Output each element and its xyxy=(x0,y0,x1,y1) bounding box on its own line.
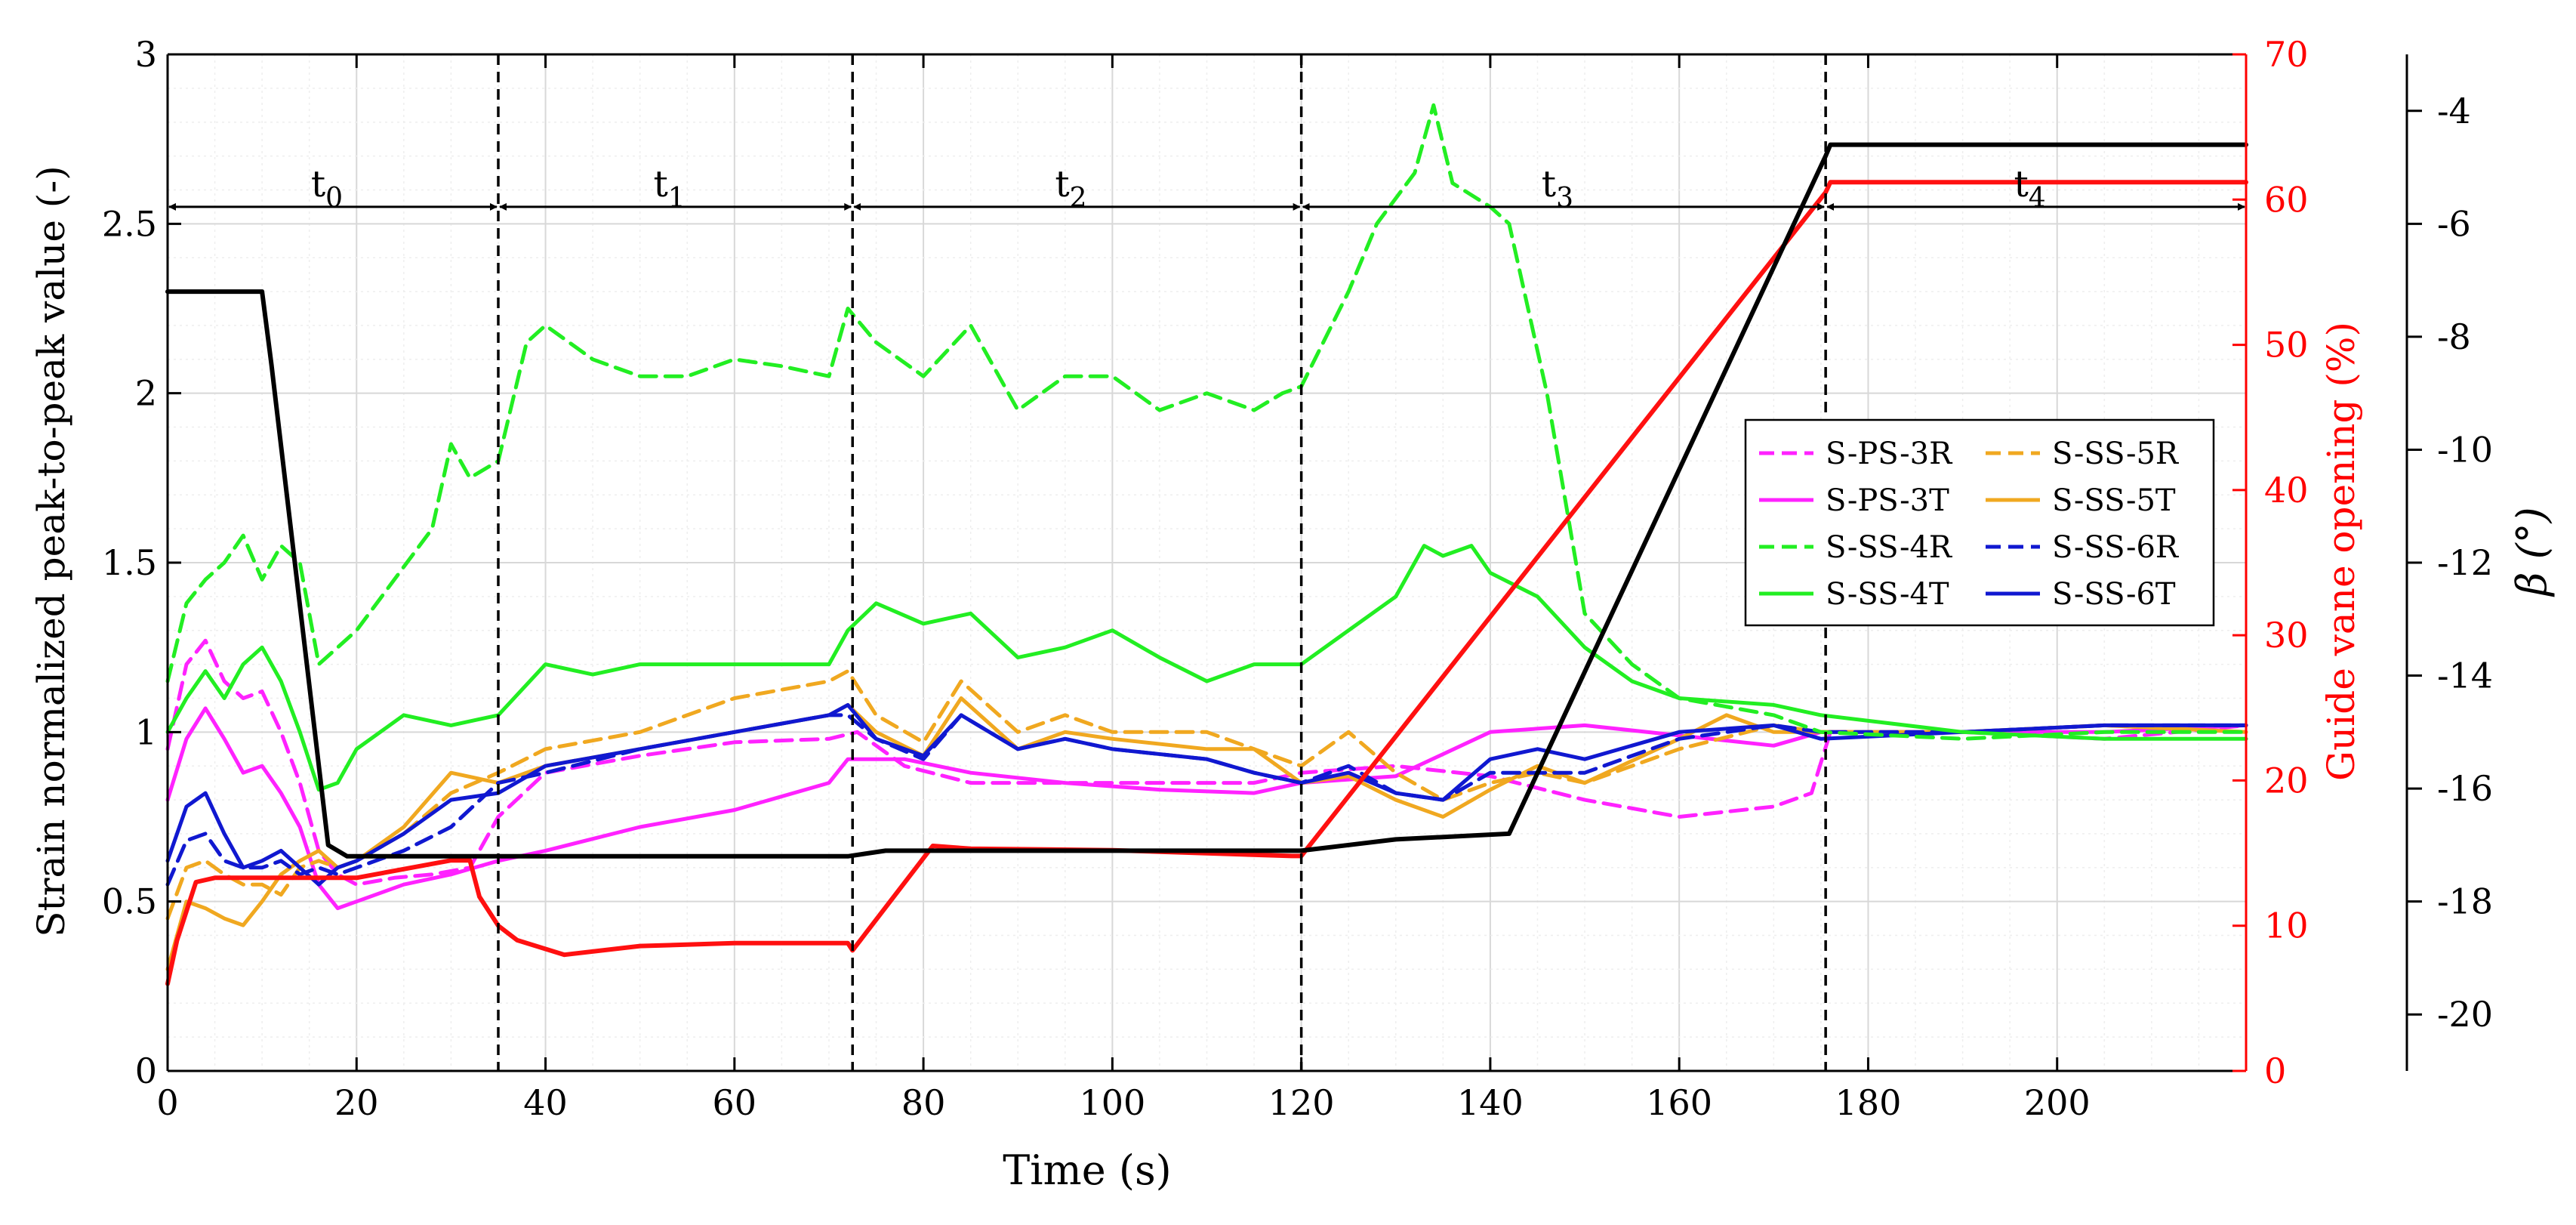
x-tick-label: 120 xyxy=(1268,1082,1335,1123)
phase-label-main: t xyxy=(1055,163,1069,205)
y-right-opening-tick-label: 0 xyxy=(2264,1051,2286,1091)
y-axis-right-opening-title: Guide vane opening (%) xyxy=(2319,322,2363,781)
y-right-beta-tick-label: -8 xyxy=(2437,316,2471,357)
y-right-beta-tick-label: -14 xyxy=(2437,656,2493,696)
phase-label: t0 xyxy=(311,163,343,214)
phase-label-subscript: 3 xyxy=(1556,183,1573,214)
x-tick-label: 200 xyxy=(2024,1082,2091,1123)
x-tick-label: 160 xyxy=(1646,1082,1712,1123)
phase-label-main: t xyxy=(2014,163,2028,205)
phase-label: t2 xyxy=(1055,163,1086,214)
legend-label: S-PS-3T xyxy=(1826,483,1949,518)
y-left-tick-label: 1 xyxy=(135,711,157,752)
series-line-S-PS-3T xyxy=(165,706,2248,911)
phase-label: t4 xyxy=(2014,163,2045,214)
y-right-beta-tick-label: -16 xyxy=(2437,768,2493,809)
legend-label: S-SS-6R xyxy=(2052,530,2180,565)
phase-label-main: t xyxy=(654,163,668,205)
phase-label: t3 xyxy=(1542,163,1573,214)
x-tick-label: 100 xyxy=(1079,1082,1145,1123)
y-right-beta-tick-label: -12 xyxy=(2437,542,2493,583)
y-axis-right-beta-title: β (°) xyxy=(2508,507,2556,597)
x-tick-label: 80 xyxy=(901,1082,946,1123)
series-line-black-right2 xyxy=(165,142,2248,859)
y-axis-left-title: Strain normalized peak-to-peak value (-) xyxy=(29,165,73,936)
phase-label: t1 xyxy=(654,163,686,214)
x-tick-label: 0 xyxy=(156,1082,178,1123)
phase-label-subscript: 1 xyxy=(668,183,686,214)
x-tick-label: 40 xyxy=(523,1082,568,1123)
y-right-beta-tick-label: -4 xyxy=(2437,91,2471,131)
y-right-beta-tick-label: -10 xyxy=(2437,429,2493,470)
phase-label-subscript: 4 xyxy=(2029,183,2046,214)
phase-label-main: t xyxy=(1542,163,1556,205)
series-line-S-SS-4R xyxy=(165,103,2248,741)
y-right-opening-tick-label: 60 xyxy=(2264,179,2309,220)
y-right-beta-tick-label: -18 xyxy=(2437,881,2493,922)
phase-label-subscript: 0 xyxy=(325,183,343,214)
legend-label: S-SS-6T xyxy=(2052,577,2176,612)
legend-box xyxy=(1744,418,2215,627)
legend-label: S-SS-5T xyxy=(2052,483,2176,518)
y-left-tick-label: 2 xyxy=(135,373,157,414)
x-tick-label: 20 xyxy=(334,1082,379,1123)
series-line-S-SS-5R xyxy=(165,669,2248,921)
y-left-tick-label: 0 xyxy=(135,1051,157,1091)
y-right-opening-tick-label: 70 xyxy=(2264,34,2309,75)
x-axis-title: Time (s) xyxy=(1003,1146,1171,1194)
y-right-beta-tick-label: -20 xyxy=(2437,994,2493,1035)
x-tick-label: 140 xyxy=(1457,1082,1524,1123)
legend-label: S-SS-4T xyxy=(1826,577,1949,612)
y-right-opening-tick-label: 30 xyxy=(2264,615,2309,656)
legend-label: S-SS-5R xyxy=(2052,437,2180,471)
phase-label-main: t xyxy=(311,163,325,205)
y-left-tick-label: 0.5 xyxy=(102,881,157,922)
phase-label-subscript: 2 xyxy=(1070,183,1087,214)
legend-label: S-SS-4R xyxy=(1826,530,1953,565)
legend-label: S-PS-3R xyxy=(1826,437,1953,471)
y-right-opening-tick-label: 50 xyxy=(2264,325,2309,366)
series-line-S-PS-3R xyxy=(165,638,2248,887)
y-right-beta-tick-label: -6 xyxy=(2437,203,2471,244)
y-right-opening-tick-label: 20 xyxy=(2264,760,2309,801)
x-tick-label: 60 xyxy=(713,1082,757,1123)
series-line-S-SS-6T xyxy=(165,702,2248,887)
y-right-opening-tick-label: 10 xyxy=(2264,906,2309,946)
series-line-S-SS-4T xyxy=(165,544,2248,792)
y-right-opening-tick-label: 40 xyxy=(2264,470,2309,511)
y-left-tick-label: 3 xyxy=(135,34,157,75)
y-left-tick-label: 2.5 xyxy=(102,203,157,244)
x-tick-label: 180 xyxy=(1835,1082,1902,1123)
y-left-tick-label: 1.5 xyxy=(102,542,157,583)
